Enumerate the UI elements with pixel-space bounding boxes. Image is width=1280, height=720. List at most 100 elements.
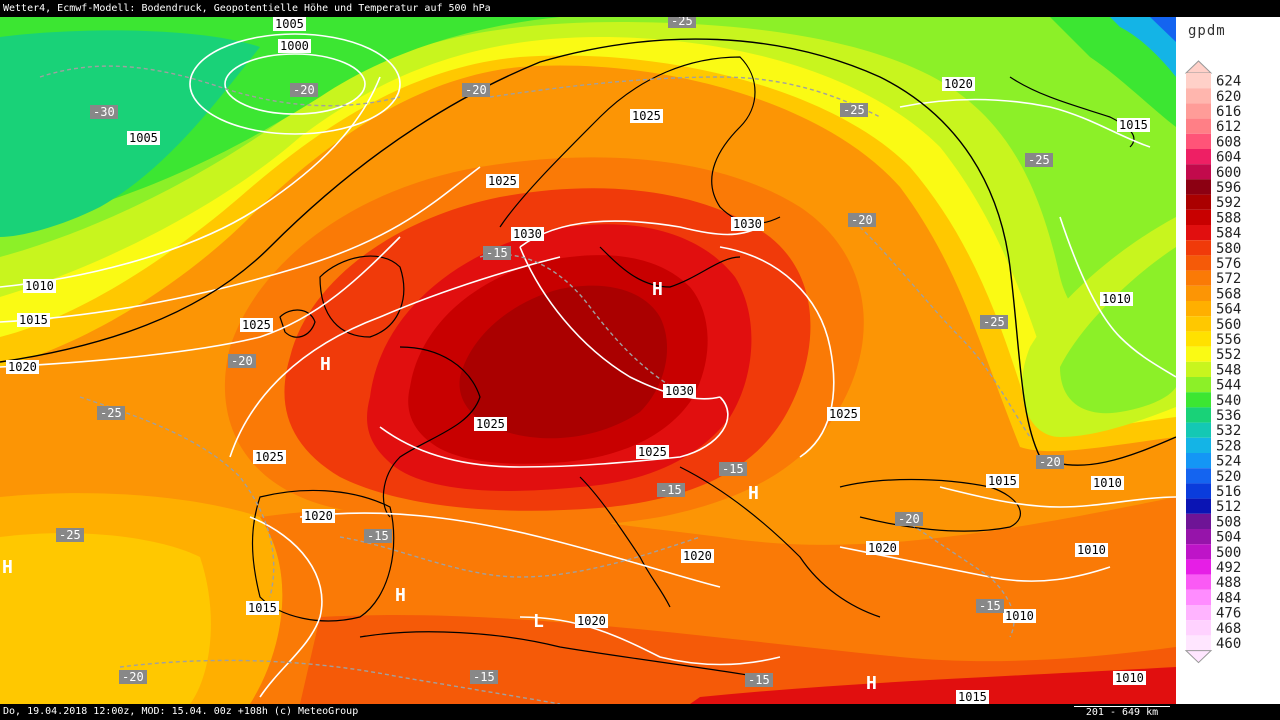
map-scale: 201 - 649 km <box>1074 706 1170 719</box>
legend-swatch <box>1186 103 1211 119</box>
isobar-1025-east <box>719 246 835 458</box>
temp-label: -15 <box>976 599 1004 613</box>
isobar-1015-e <box>939 486 1176 508</box>
pressure-label: 1015 <box>246 601 279 615</box>
high-pressure-marker: H <box>652 279 663 300</box>
pressure-label: 1025 <box>253 450 286 464</box>
legend-swatch <box>1186 164 1211 180</box>
legend-swatch <box>1186 179 1211 195</box>
pressure-label: 1020 <box>302 509 335 523</box>
run-info: Do, 19.04.2018 12:00z, MOD: 15.04. 00z +… <box>3 706 359 717</box>
temp-label: -20 <box>895 512 923 526</box>
legend-value: 616 <box>1216 104 1241 120</box>
legend-value: 620 <box>1216 89 1241 105</box>
legend-value: 532 <box>1216 423 1241 439</box>
coast-baltic <box>599 246 741 288</box>
temp-label: -20 <box>119 670 147 684</box>
pressure-label: 1015 <box>17 313 50 327</box>
isobar-1025-west <box>229 256 561 458</box>
legend-swatch <box>1186 605 1211 621</box>
isobar-1020-south <box>519 616 781 666</box>
pressure-label: 1010 <box>1003 609 1036 623</box>
temp-label: -30 <box>90 105 118 119</box>
isobar-1015-west <box>0 166 481 323</box>
pressure-label: 1015 <box>956 690 989 704</box>
legend-swatch <box>1186 589 1211 605</box>
legend-value: 520 <box>1216 469 1241 485</box>
pressure-label: 1010 <box>1100 292 1133 306</box>
legend-scale: 6246206166126086046005965925885845805765… <box>1184 60 1241 664</box>
temp-label: -25 <box>668 17 696 28</box>
temp-label: -15 <box>657 483 685 497</box>
pressure-label: 1020 <box>942 77 975 91</box>
temp-label: -20 <box>462 83 490 97</box>
legend-swatch <box>1186 194 1211 210</box>
legend-swatch <box>1186 407 1211 423</box>
band-544-east <box>1060 247 1176 414</box>
pressure-label: 1030 <box>731 217 764 231</box>
legend-value: 624 <box>1216 74 1241 90</box>
temp-label: -25 <box>1025 153 1053 167</box>
isotherm-15-core <box>479 253 691 398</box>
legend-swatch <box>1186 422 1211 438</box>
legend-swatch <box>1186 301 1211 317</box>
isotherm-15-med <box>339 536 701 578</box>
temp-label: -15 <box>364 529 392 543</box>
legend-swatch <box>1186 529 1211 545</box>
legend-swatch <box>1186 133 1211 149</box>
temp-label: -15 <box>745 673 773 687</box>
legend-value: 572 <box>1216 271 1241 287</box>
legend-swatch <box>1186 88 1211 104</box>
temp-label: -20 <box>290 83 318 97</box>
high-pressure-marker: H <box>320 354 331 375</box>
weather-map: 1005 1000 1005 1025 1020 1015 1025 1030 … <box>0 17 1176 704</box>
temp-label: -25 <box>97 406 125 420</box>
pressure-label: 1015 <box>1117 118 1150 132</box>
temp-label: -25 <box>840 103 868 117</box>
pressure-label: 1005 <box>127 131 160 145</box>
legend-value: 568 <box>1216 286 1241 302</box>
high-pressure-marker: H <box>748 483 759 504</box>
band-520-ne <box>1150 17 1176 42</box>
temp-label: -15 <box>470 670 498 684</box>
isobars <box>0 33 1176 698</box>
coast-scandinavia <box>499 56 781 228</box>
legend-swatch <box>1186 513 1211 529</box>
pressure-label: 1025 <box>474 417 507 431</box>
pressure-label: 1010 <box>1075 543 1108 557</box>
legend-value: 612 <box>1216 119 1241 135</box>
isobar-1015-ne <box>899 98 1151 148</box>
pressure-label: 1025 <box>827 407 860 421</box>
legend-value: 468 <box>1216 621 1241 637</box>
legend-value: 460 <box>1216 636 1241 652</box>
isobar-1005 <box>189 33 401 135</box>
legend-swatch <box>1186 559 1211 575</box>
legend-swatch <box>1186 620 1211 636</box>
pressure-label: 1020 <box>681 549 714 563</box>
legend-value: 580 <box>1216 241 1241 257</box>
legend-value: 584 <box>1216 226 1241 242</box>
pressure-label: 1025 <box>486 174 519 188</box>
legend-swatch <box>1186 377 1211 393</box>
coast-italy <box>579 476 671 608</box>
legend-swatch <box>1186 225 1211 241</box>
legend-value: 552 <box>1216 347 1241 363</box>
legend-swatch <box>1186 574 1211 590</box>
legend-value: 588 <box>1216 210 1241 226</box>
coast-ireland <box>279 309 316 338</box>
legend-swatch <box>1186 331 1211 347</box>
isobar-1015-sw <box>249 516 323 698</box>
legend-value: 500 <box>1216 545 1241 561</box>
temp-label: -20 <box>1036 455 1064 469</box>
isobar-1030-north <box>519 220 761 248</box>
legend-value: 508 <box>1216 514 1241 530</box>
legend-value: 516 <box>1216 484 1241 500</box>
legend-value: 548 <box>1216 362 1241 378</box>
legend-value: 540 <box>1216 393 1241 409</box>
legend-swatch <box>1186 270 1211 286</box>
legend-value: 484 <box>1216 590 1241 606</box>
band-584-south <box>690 667 1176 704</box>
pressure-label: 1030 <box>663 384 696 398</box>
pressure-label: 1010 <box>1113 671 1146 685</box>
legend-value: 556 <box>1216 332 1241 348</box>
